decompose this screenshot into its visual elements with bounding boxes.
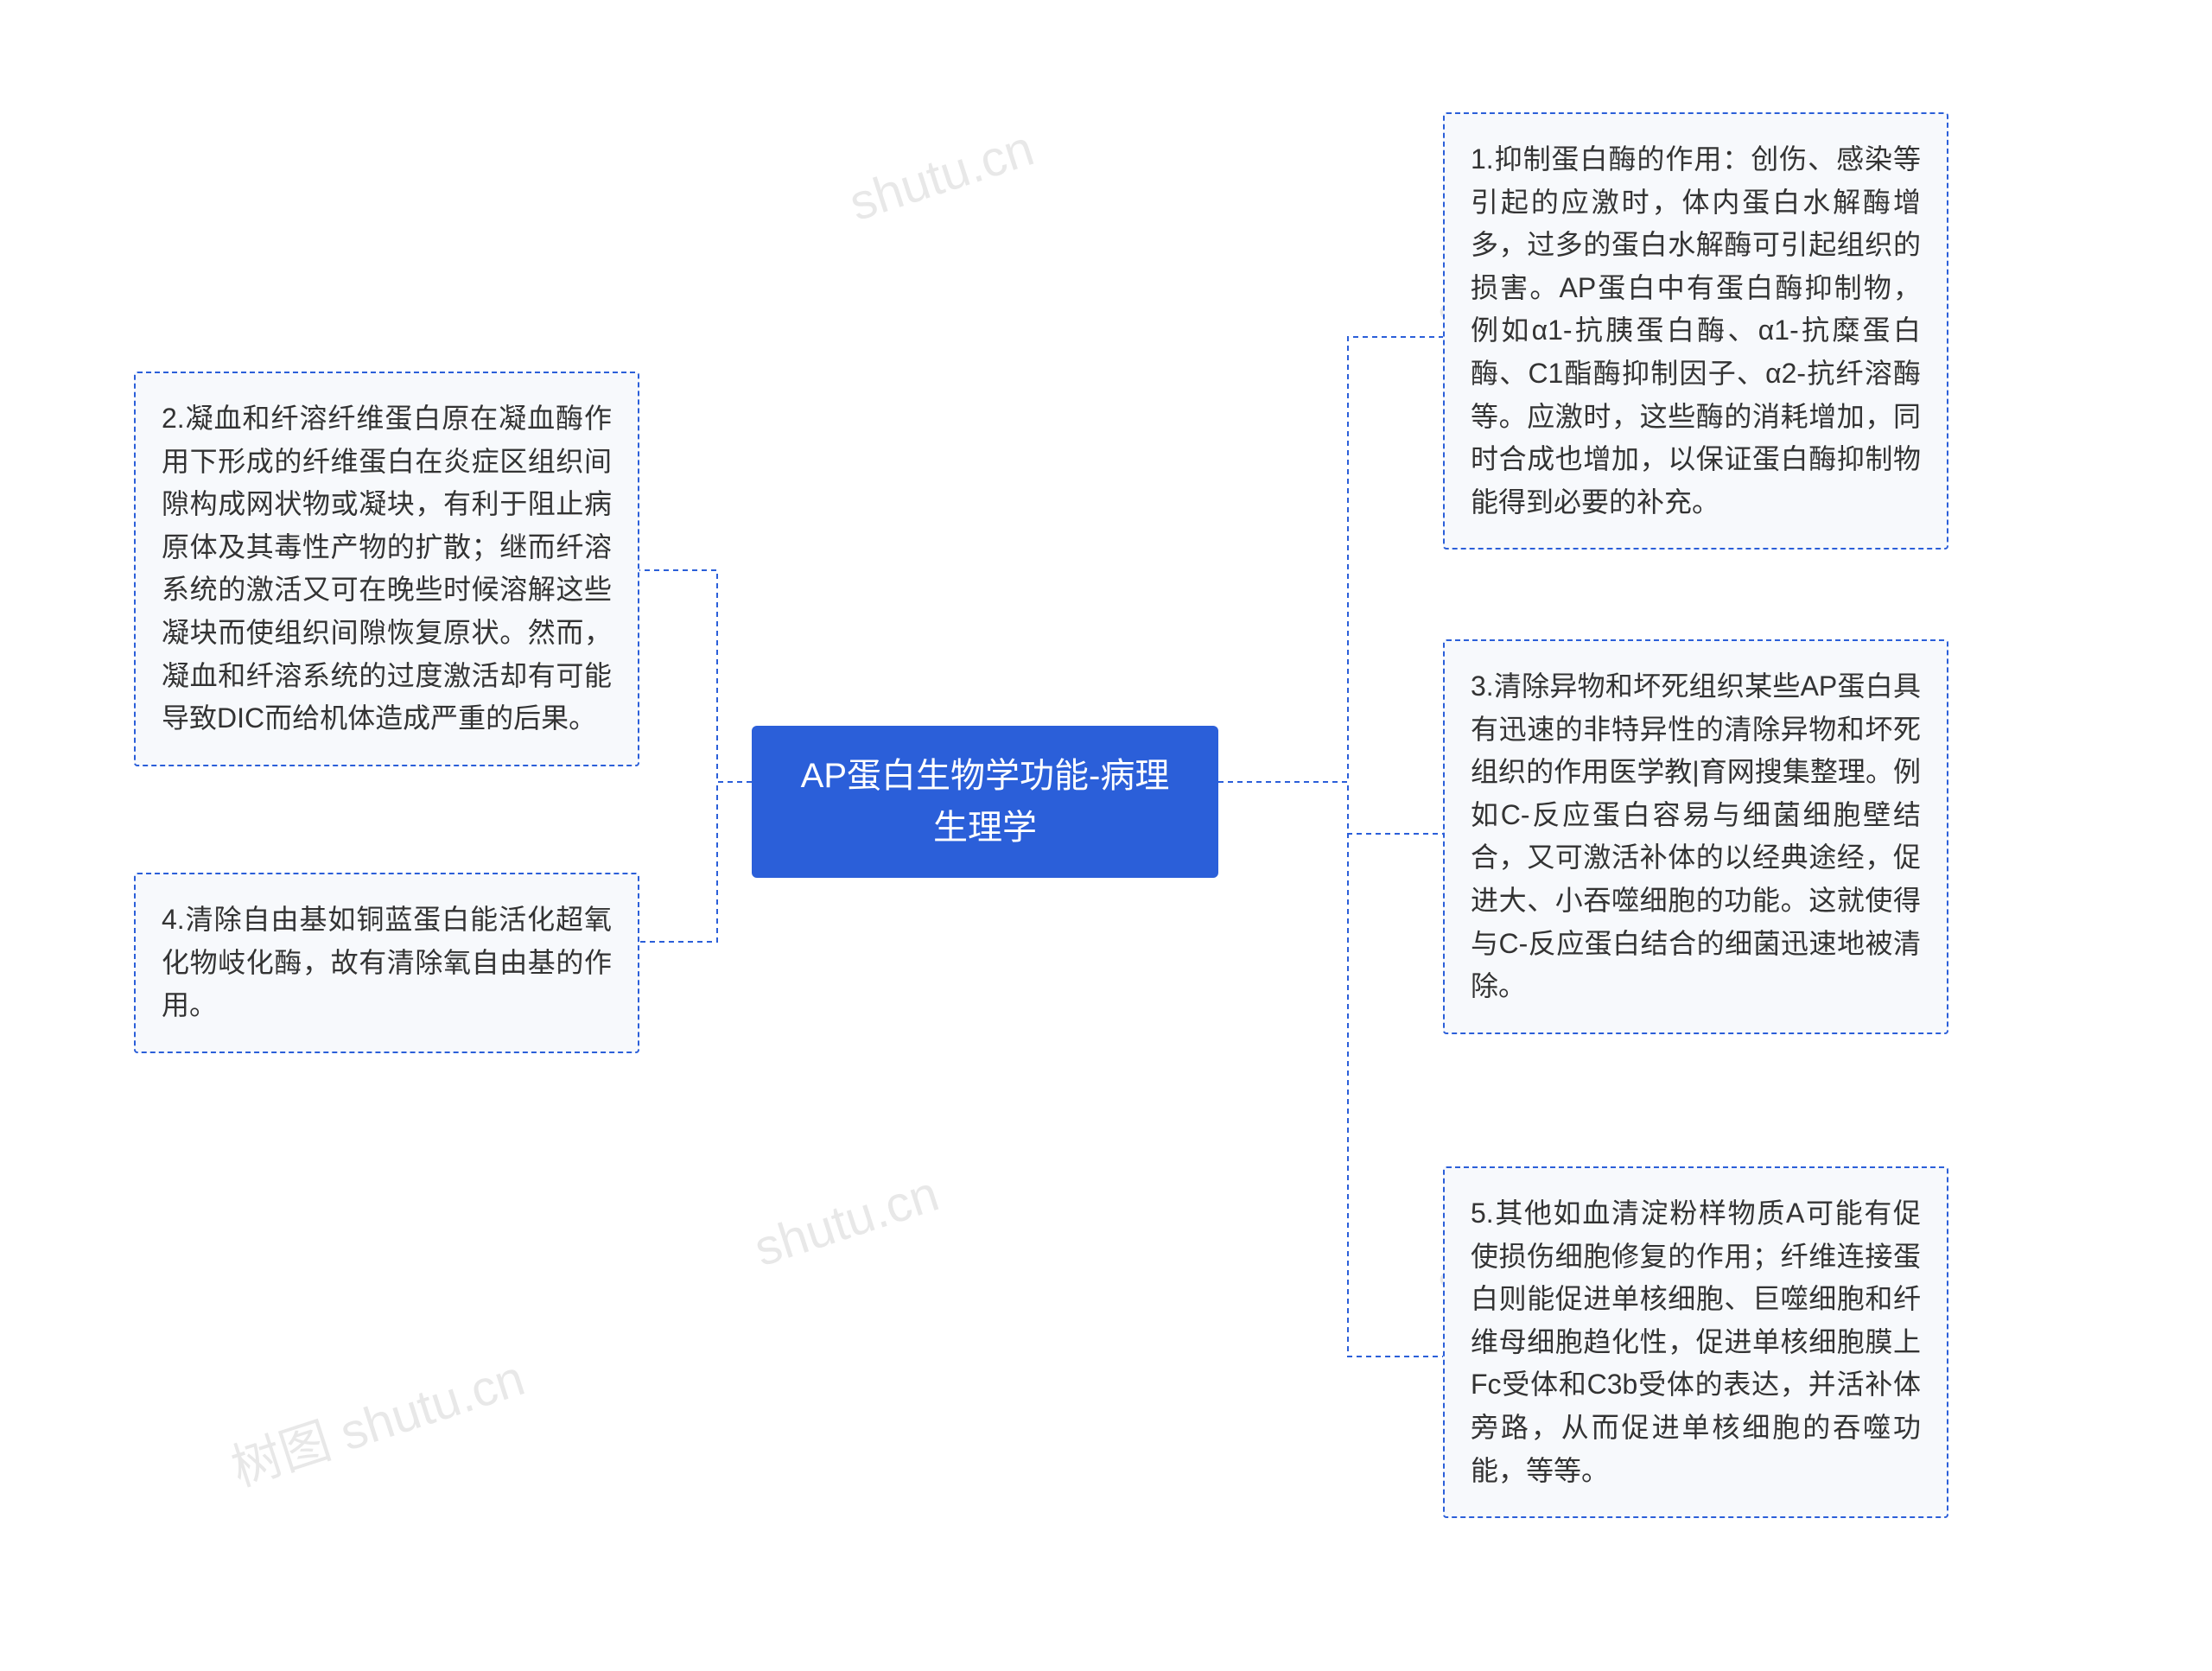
leaf-text: 3.清除异物和坏死组织某些AP蛋白具有迅速的非特异性的清除异物和坏死组织的作用医… bbox=[1471, 670, 1921, 1001]
leaf-node-5[interactable]: 5.其他如血清淀粉样物质A可能有促使损伤细胞修复的作用；纤维连接蛋白则能促进单核… bbox=[1443, 1166, 1948, 1518]
leaf-text: 4.清除自由基如铜蓝蛋白能活化超氧化物岐化酶，故有清除氧自由基的作用。 bbox=[162, 904, 612, 1020]
leaf-node-1[interactable]: 1.抑制蛋白酶的作用：创伤、感染等引起的应激时，体内蛋白水解酶增多，过多的蛋白水… bbox=[1443, 112, 1948, 550]
watermark: 树图 shutu.cn bbox=[221, 1337, 532, 1500]
center-title: AP蛋白生物学功能-病理生理学 bbox=[801, 757, 1170, 847]
leaf-node-3[interactable]: 3.清除异物和坏死组织某些AP蛋白具有迅速的非特异性的清除异物和坏死组织的作用医… bbox=[1443, 639, 1948, 1034]
leaf-node-4[interactable]: 4.清除自由基如铜蓝蛋白能活化超氧化物岐化酶，故有清除氧自由基的作用。 bbox=[134, 873, 639, 1053]
leaf-text: 5.其他如血清淀粉样物质A可能有促使损伤细胞修复的作用；纤维连接蛋白则能促进单核… bbox=[1471, 1198, 1921, 1486]
center-node[interactable]: AP蛋白生物学功能-病理生理学 bbox=[752, 726, 1218, 878]
leaf-text: 2.凝血和纤溶纤维蛋白原在凝血酶作用下形成的纤维蛋白在炎症区组织间隙构成网状物或… bbox=[162, 403, 612, 734]
leaf-node-2[interactable]: 2.凝血和纤溶纤维蛋白原在凝血酶作用下形成的纤维蛋白在炎症区组织间隙构成网状物或… bbox=[134, 372, 639, 766]
watermark: shutu.cn bbox=[747, 1165, 945, 1278]
leaf-text: 1.抑制蛋白酶的作用：创伤、感染等引起的应激时，体内蛋白水解酶增多，过多的蛋白水… bbox=[1471, 143, 1921, 518]
watermark: shutu.cn bbox=[842, 119, 1040, 232]
